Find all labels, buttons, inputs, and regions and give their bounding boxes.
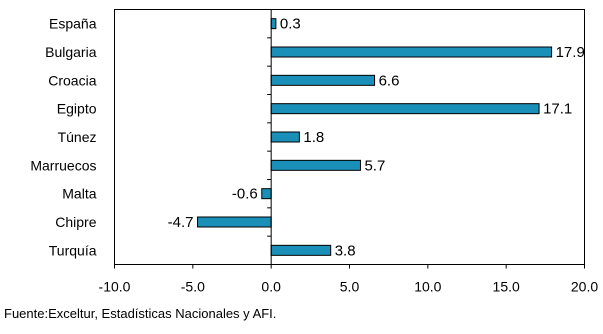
x-axis-ticks: -10.0 -5.0 0.0 5.0 10.0 15.0 20.0 [99,264,598,295]
x-tick-label: 10.0 [414,279,441,295]
bar-marruecos [270,159,361,171]
bar-tunez [270,131,300,143]
category-label-bulgaria: Bulgaria [45,44,97,60]
category-label-marruecos: Marruecos [30,157,96,173]
bar-croacia [270,74,376,86]
x-tick-label: 5.0 [340,279,360,295]
source-note: Fuente:Exceltur, Estadísticas Nacionales… [4,306,277,321]
category-label-turquia: Turquía [49,242,97,258]
data-label-egipto: 17.1 [543,101,572,118]
data-label-croacia: 6.6 [379,72,400,89]
x-tick-label: 20.0 [571,279,598,295]
bar-chipre [197,216,272,228]
x-tick-label: -5.0 [181,279,205,295]
category-label-croacia: Croacia [48,72,96,88]
labels-layer: España 0.3 Bulgaria 17.9 Croacia 6.6 Egipto 17.… [30,16,584,260]
bar-malta [261,188,272,200]
x-tick-label: 15.0 [493,279,520,295]
x-tick-label: -10.0 [99,279,131,295]
data-label-malta: -0.6 [232,186,258,203]
category-label-malta: Malta [62,186,96,202]
data-label-tunez: 1.8 [303,129,324,146]
x-tick-label: 0.0 [261,279,281,295]
category-label-chipre: Chipre [55,214,96,230]
category-label-egipto: Egipto [57,101,97,117]
bar-bulgaria [270,46,553,58]
bar-egipto [270,103,540,115]
category-label-espana: España [49,16,97,32]
bar-espana [270,18,277,30]
data-label-marruecos: 5.7 [364,157,385,174]
data-label-chipre: -4.7 [168,214,194,231]
bar-turquia [270,244,332,256]
zero-axis-layer [267,9,272,265]
category-label-tunez: Túnez [58,129,97,145]
data-label-turquia: 3.8 [335,242,356,259]
data-label-espana: 0.3 [280,16,301,33]
bars-layer [197,18,553,256]
data-label-bulgaria: 17.9 [556,44,585,61]
